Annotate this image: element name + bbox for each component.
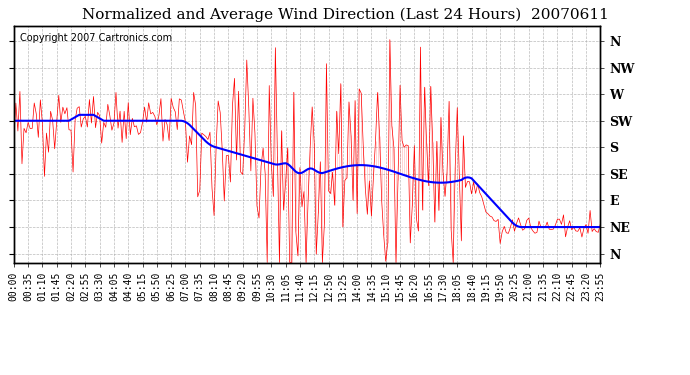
Text: Normalized and Average Wind Direction (Last 24 Hours)  20070611: Normalized and Average Wind Direction (L…: [81, 8, 609, 22]
Text: Copyright 2007 Cartronics.com: Copyright 2007 Cartronics.com: [19, 33, 172, 44]
